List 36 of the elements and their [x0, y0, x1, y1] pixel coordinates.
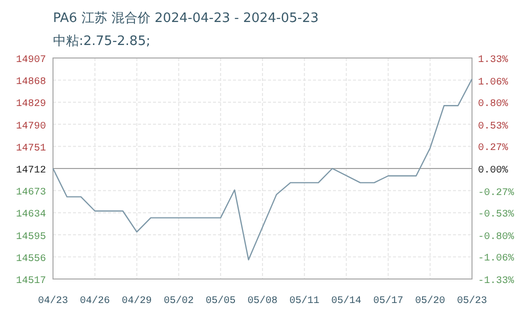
- x-tick-label: 05/11: [289, 295, 320, 307]
- y2-tick-label: 0.80%: [478, 99, 508, 110]
- y2-tick-label: -0.53%: [478, 210, 514, 221]
- y-tick-label: 14907: [16, 55, 46, 66]
- y2-tick-label: 0.00%: [478, 166, 508, 176]
- y-tick-label: 14790: [16, 121, 46, 132]
- y2-tick-label: 1.06%: [478, 77, 508, 88]
- y-tick-label: 14829: [16, 99, 46, 110]
- x-tick-label: 05/17: [373, 295, 404, 307]
- x-tick-label: 05/14: [331, 295, 362, 307]
- y-tick-label: 14595: [16, 232, 46, 243]
- y-tick-label: 14712: [16, 166, 46, 176]
- y2-tick-label: -1.33%: [478, 276, 514, 287]
- chart-subtitle: 中粘:2.75-2.85;: [53, 34, 150, 49]
- y-tick-label: 14517: [16, 276, 46, 287]
- y-tick-label: 14868: [16, 77, 46, 88]
- y2-tick-label: -0.27%: [478, 188, 514, 199]
- x-tick-label: 05/23: [456, 295, 488, 307]
- x-tick-label: 05/05: [206, 295, 236, 307]
- y2-tick-label: 0.53%: [478, 121, 508, 132]
- y2-tick-label: 1.33%: [478, 55, 508, 66]
- y2-tick-label: 0.27%: [478, 143, 508, 154]
- y-tick-label: 14751: [16, 143, 46, 154]
- y-tick-label: 14673: [16, 188, 46, 199]
- x-tick-label: 04/26: [80, 295, 110, 307]
- line-series: [52, 78, 473, 260]
- y2-tick-label: -1.06%: [478, 254, 514, 265]
- chart-title: PA6 江苏 混合价 2024-04-23 - 2024-05-23: [53, 11, 319, 26]
- x-tick-label: 04/29: [122, 295, 152, 307]
- x-tick-label: 05/02: [164, 295, 194, 307]
- y2-tick-label: -0.80%: [478, 232, 514, 243]
- x-tick-label: 04/23: [38, 295, 68, 307]
- y-tick-label: 14634: [16, 210, 46, 221]
- x-tick-label: 05/20: [415, 295, 446, 307]
- y-tick-label: 14556: [16, 254, 46, 265]
- x-tick-label: 05/08: [247, 295, 278, 307]
